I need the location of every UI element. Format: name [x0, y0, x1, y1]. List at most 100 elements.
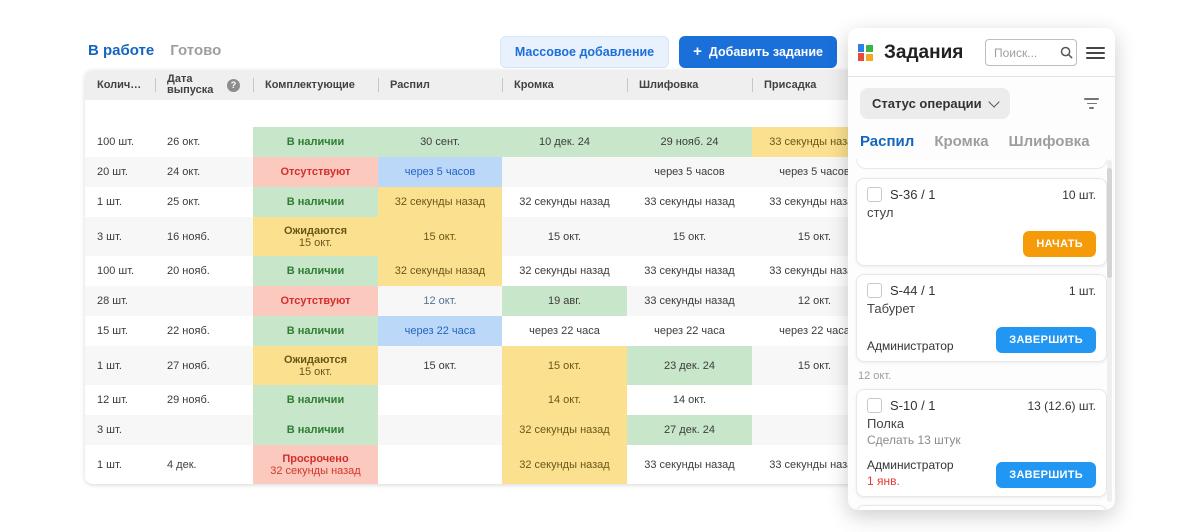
raspil-cell[interactable]: 32 секунды назад [378, 187, 502, 217]
kromka-cell[interactable]: через 22 часа [502, 316, 627, 346]
operation-tab-Кромка[interactable]: Кромка [934, 133, 989, 150]
release-date-cell: 26 окт. [155, 127, 253, 157]
op-date: 15 окт. [423, 230, 457, 243]
release-date-cell: 4 дек. [155, 445, 253, 484]
menu-icon[interactable] [1086, 46, 1105, 59]
raspil-cell[interactable]: 12 окт. [378, 286, 502, 316]
raspil-cell[interactable]: через 22 часа [378, 316, 502, 346]
components-cell[interactable]: Ожидаются 15 окт. [253, 217, 378, 256]
search-icon[interactable] [1060, 46, 1073, 59]
task-name: Полка [867, 416, 905, 431]
qty-value: 20 шт. [97, 166, 128, 178]
components-status: В наличии [286, 325, 345, 337]
view-tab-Готово[interactable]: Готово [170, 42, 222, 59]
kromka-cell[interactable]: 32 секунды назад [502, 187, 627, 217]
add-task-button[interactable]: + Добавить задание [679, 36, 837, 68]
op-date: через 5 часов [779, 166, 850, 178]
view-tab-В работе[interactable]: В работе [88, 42, 155, 59]
task-card[interactable]: S-10 / 1 13 (12.6) шт. Полка Сделать 13 шту… [856, 389, 1107, 497]
task-card[interactable]: S-36 / 1 10 шт. стул НАЧАТЬ [856, 178, 1107, 266]
panel-scrollbar-thumb[interactable] [1107, 168, 1112, 278]
kromka-cell[interactable]: 19 авг. [502, 286, 627, 316]
filter-icon[interactable] [1080, 94, 1103, 112]
op-date: 32 секунды назад [394, 265, 486, 277]
shlifovka-cell[interactable]: 33 секунды назад [627, 187, 752, 217]
op-date: 32 секунды назад [519, 458, 610, 471]
shlifovka-cell[interactable]: 33 секунды назад [627, 445, 752, 484]
prisadka-cell[interactable]: через 22 часа [752, 316, 877, 346]
components-cell[interactable]: Отсутствуют [253, 286, 378, 316]
prisadka-cell[interactable]: 33 секунды назад [752, 256, 877, 286]
components-cell[interactable]: Ожидаются 15 окт. [253, 346, 378, 385]
date-separator: 12 окт. [858, 370, 892, 382]
bulk-add-button[interactable]: Массовое добавление [499, 36, 670, 68]
task-checkbox[interactable] [867, 187, 882, 202]
task-code: S-10 / 1 [890, 398, 936, 413]
prisadka-cell[interactable]: через 5 часов [752, 157, 877, 187]
task-card[interactable]: S-44 / 1 1 шт. Табурет Администратор ЗАВЕРШИ… [856, 274, 1107, 362]
release-date-value: 29 нояб. [167, 394, 210, 406]
panel-scrollbar-track[interactable] [1107, 160, 1112, 502]
tasks-panel: Задания Статус операции Распил Кромка Шлиф… [848, 28, 1115, 510]
task-card-footer-left: Администратор [867, 339, 954, 353]
shlifovka-cell[interactable]: 29 нояб. 24 [627, 127, 752, 157]
kromka-cell[interactable]: 32 секунды назад [502, 415, 627, 445]
prisadka-cell[interactable]: 12 окт. [752, 286, 877, 316]
shlifovka-cell[interactable]: 14 окт. [627, 385, 752, 415]
components-cell[interactable]: В наличии [253, 385, 378, 415]
raspil-cell[interactable]: 30 сент. [378, 127, 502, 157]
components-cell[interactable]: В наличии [253, 415, 378, 445]
release-date-cell: 29 нояб. [155, 385, 253, 415]
task-assignee: Администратор [867, 458, 954, 472]
kromka-cell[interactable]: 14 окт. [502, 385, 627, 415]
operation-tab-Шлифовка[interactable]: Шлифовка [1008, 133, 1090, 150]
shlifovka-cell[interactable]: 15 окт. [627, 217, 752, 256]
kromka-cell[interactable]: 32 секунды назад [502, 445, 627, 484]
plus-icon: + [693, 43, 702, 60]
prisadka-cell[interactable]: 15 окт. [752, 217, 877, 256]
column-header-label: Шлифовка [639, 79, 699, 91]
column-header-label: Дата выпуска [167, 73, 214, 96]
kromka-cell[interactable]: 15 окт. [502, 217, 627, 256]
raspil-cell[interactable]: 15 окт. [378, 346, 502, 385]
task-checkbox[interactable] [867, 283, 882, 298]
release-date-value: 22 нояб. [167, 325, 210, 337]
components-cell[interactable]: Просрочено 32 секунды назад [253, 445, 378, 484]
kromka-cell[interactable]: 10 дек. 24 [502, 127, 627, 157]
complete-button[interactable]: ЗАВЕРШИТЬ [996, 462, 1096, 488]
search-input[interactable] [992, 44, 1060, 61]
components-cell[interactable]: В наличии [253, 256, 378, 286]
shlifovka-cell[interactable]: 33 секунды назад [627, 286, 752, 316]
op-date: 33 секунды назад [644, 196, 735, 208]
status-filter-dropdown[interactable]: Статус операции [860, 88, 1010, 119]
raspil-cell[interactable]: через 5 часов [378, 157, 502, 187]
components-cell[interactable]: В наличии [253, 187, 378, 217]
column-header: Распил [378, 70, 502, 100]
op-date: 15 окт. [797, 230, 832, 243]
components-cell[interactable]: В наличии [253, 127, 378, 157]
shlifovka-cell[interactable]: через 22 часа [627, 316, 752, 346]
prisadka-cell[interactable]: 33 секунды назад [752, 445, 877, 484]
prisadka-cell[interactable]: 15 окт. [752, 346, 877, 385]
components-cell[interactable]: Отсутствуют [253, 157, 378, 187]
components-status: В наличии [286, 424, 345, 436]
shlifovka-cell[interactable]: 27 дек. 24 [627, 415, 752, 445]
start-button[interactable]: НАЧАТЬ [1023, 231, 1096, 257]
help-icon[interactable]: ? [227, 78, 240, 92]
release-date-cell [155, 286, 253, 316]
raspil-cell[interactable]: 32 секунды назад [378, 256, 502, 286]
shlifovka-cell[interactable]: 23 дек. 24 [627, 346, 752, 385]
complete-button[interactable]: ЗАВЕРШИТЬ [996, 327, 1096, 353]
raspil-cell[interactable]: 15 окт. [378, 217, 502, 256]
components-cell[interactable]: В наличии [253, 316, 378, 346]
shlifovka-cell[interactable]: через 5 часов [627, 157, 752, 187]
kromka-cell[interactable]: 15 окт. [502, 346, 627, 385]
kromka-cell[interactable]: 32 секунды назад [502, 256, 627, 286]
task-checkbox[interactable] [867, 398, 882, 413]
prisadka-cell[interactable]: 33 секунды назад [752, 187, 877, 217]
shlifovka-cell[interactable]: 33 секунды назад [627, 256, 752, 286]
task-card-header: S-10 / 1 13 (12.6) шт. [867, 398, 1096, 413]
operation-tab-Распил[interactable]: Распил [860, 133, 915, 150]
task-assignee: Администратор [867, 339, 954, 353]
task-card[interactable]: ПЗ-550.3 (0) шт.Ножки кленНАЧАТЬ [856, 505, 1107, 510]
